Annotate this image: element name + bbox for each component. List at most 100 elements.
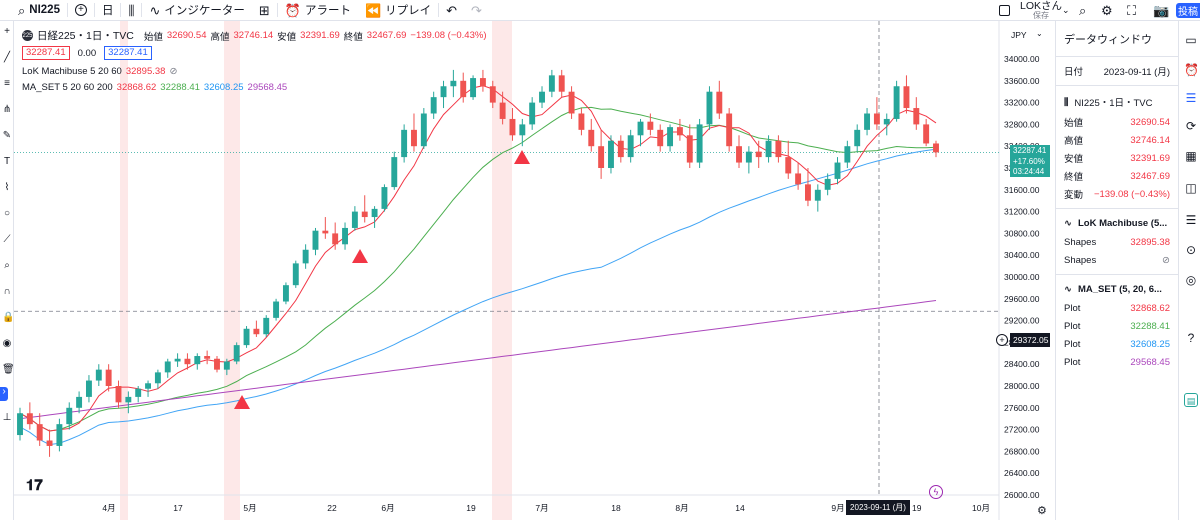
interval-button[interactable]: 日 [101,5,114,17]
candle-body [864,113,871,130]
redo-icon: ↷ [471,2,482,18]
currency-label[interactable]: JPY [1011,30,1027,40]
ruler-icon[interactable]: ⟋ [3,234,11,245]
watchlist-icon[interactable]: ▭ [1185,33,1197,47]
lightning-icon[interactable]: ϟ [929,485,943,499]
data-row: Plot 32868.62 [1056,299,1178,317]
eye-icon[interactable]: ◉ [2,338,12,349]
row-value: 32690.54 [1130,116,1170,128]
compare-button[interactable]: + [68,0,94,21]
candle-body [913,108,920,125]
candle-body [578,113,585,130]
fullscreen-button[interactable]: ⛶ [1124,0,1139,21]
indicator1-title[interactable]: ∿ LoK Machibuse (5... [1056,214,1178,233]
candles-icon: ⫼ [128,2,135,18]
legend-bid-ask: 32287.41 0.00 32287.41 [22,46,152,60]
zoom-icon[interactable]: ⌕ [4,260,10,271]
crosshair-add-button[interactable]: + [996,334,1008,346]
legend-indicator-machibuse[interactable]: LoK Machibuse 5 20 60 32895.38 ⊘ [22,66,177,77]
panel-toggle-icon[interactable]: › [0,387,8,401]
quick-search-button[interactable]: ⌕ [1076,0,1089,21]
candle-body [450,80,457,87]
indicator2-title[interactable]: ∿ MA_SET (5, 20, 6... [1056,280,1178,299]
candle-body [844,146,851,163]
trash-icon[interactable]: 🗑 [2,364,15,375]
calendar-icon[interactable]: ▦ [1185,149,1197,163]
circle-icon[interactable]: ○ [3,208,11,219]
legend-indicator-maset[interactable]: MA_SET 5 20 60 200 32868.62 32288.41 326… [22,82,287,93]
crosshair-icon[interactable]: + [4,26,10,37]
news-icon[interactable]: ◫ [1185,181,1197,195]
candle-body [440,86,447,98]
undo-button[interactable]: ↶ [439,0,464,21]
chart-type-button[interactable]: ⫼ [121,0,141,21]
pattern-icon[interactable]: ⌇ [4,182,10,193]
exchange-logo: 225 [22,30,33,41]
notifications-icon[interactable]: ▤ [1184,393,1198,407]
symbol-title[interactable]: ⫼ NI225・1日・TVC [1056,91,1178,113]
indicator2-section: ∿ MA_SET (5, 20, 6... Plot 32868.62 Plot 32… [1056,275,1178,376]
layout-button[interactable] [992,0,1017,21]
date-label: 日付 [1064,67,1084,78]
candle-body [657,129,664,147]
brush-icon[interactable]: ✎ [2,130,12,141]
candle-body [834,162,841,179]
snapshot-button[interactable]: 📷 [1150,0,1172,21]
magnet-icon[interactable]: ∩ [3,286,11,297]
hotlist-icon[interactable]: ⟳ [1185,119,1197,133]
symbol-name: NI225・1日・TVC [1074,98,1153,109]
alert-button[interactable]: ⏰ アラート [278,0,358,21]
candle-body [736,146,742,163]
trend-line-icon[interactable]: ╱ [3,52,11,63]
symbol-search[interactable]: ⌕ NI225 [0,0,67,21]
lock-icon[interactable]: 🔒 [2,312,15,323]
user-menu[interactable]: LOKさん 保存 [1020,0,1062,21]
alerts-icon[interactable]: ⏰ [1184,63,1199,77]
candle-body [598,146,605,168]
bid-price[interactable]: 32287.41 [22,46,70,60]
tradingview-logo[interactable]: 𝟏𝟕 [26,477,43,494]
horizontal-line-icon[interactable]: ≡ [4,78,10,89]
candle-body [36,424,43,441]
user-dropdown[interactable]: ⌄ [1060,0,1072,21]
ma5-line [19,85,937,432]
publish-button[interactable]: 投稿 [1176,3,1200,18]
streams-icon[interactable]: ◎ [1185,273,1197,287]
rewind-icon: ⏪ [364,2,382,18]
data-window-title: データウィンドウ [1056,21,1178,57]
ruler-measure-icon[interactable]: ⊥ [2,412,12,423]
settings-button[interactable]: ⚙ [1098,0,1116,21]
price-tick-label: 30800.00 [1004,228,1040,238]
candle-body [637,121,644,136]
candle-body [95,369,102,381]
price-tick-label: 33600.00 [1004,76,1040,86]
indicator-value: 32895.38 [125,66,166,77]
date-row: 日付 2023-09-11 (月) [1056,62,1178,80]
legend-title[interactable]: 日経225・1日・TVC [37,30,134,42]
text-icon[interactable]: T [3,156,11,167]
chart-pane[interactable]: 34000.0033600.0033200.0032800.0032400.00… [14,21,1055,520]
candle-body [371,208,378,218]
price-tick-label: 30000.00 [1004,272,1040,282]
indicators-button[interactable]: ∿ インジケーター [142,0,251,21]
redo-button[interactable]: ↷ [464,0,489,21]
help-icon[interactable]: ? [1187,331,1195,345]
axis-settings-gear-icon[interactable]: ⚙ [1037,505,1047,517]
price-tick-label: 29600.00 [1004,294,1040,304]
data-window-icon[interactable]: ☰ [1185,91,1197,105]
last-price-label: 32287.41 +17.60% 03:24:44 [1010,145,1050,177]
row-label: Plot [1064,320,1081,332]
templates-button[interactable]: ⊞ [252,0,277,21]
candle-body [145,383,151,389]
row-label: Plot [1064,356,1081,368]
data-row: 安値 32391.69 [1056,149,1178,167]
alarm-clock-icon: ⏰ [284,2,301,18]
data-row: Shapes 32895.38 [1056,233,1178,251]
price-chart[interactable]: 34000.0033600.0033200.0032800.0032400.00… [14,21,1055,520]
chat-icon[interactable]: ☰ [1185,213,1197,227]
ideas-icon[interactable]: ⊙ [1185,243,1197,257]
replay-button[interactable]: ⏪ リプレイ [358,0,438,21]
fib-icon[interactable]: ⋔ [2,104,12,115]
ask-price[interactable]: 32287.41 [104,46,152,60]
candle-body [539,91,545,103]
